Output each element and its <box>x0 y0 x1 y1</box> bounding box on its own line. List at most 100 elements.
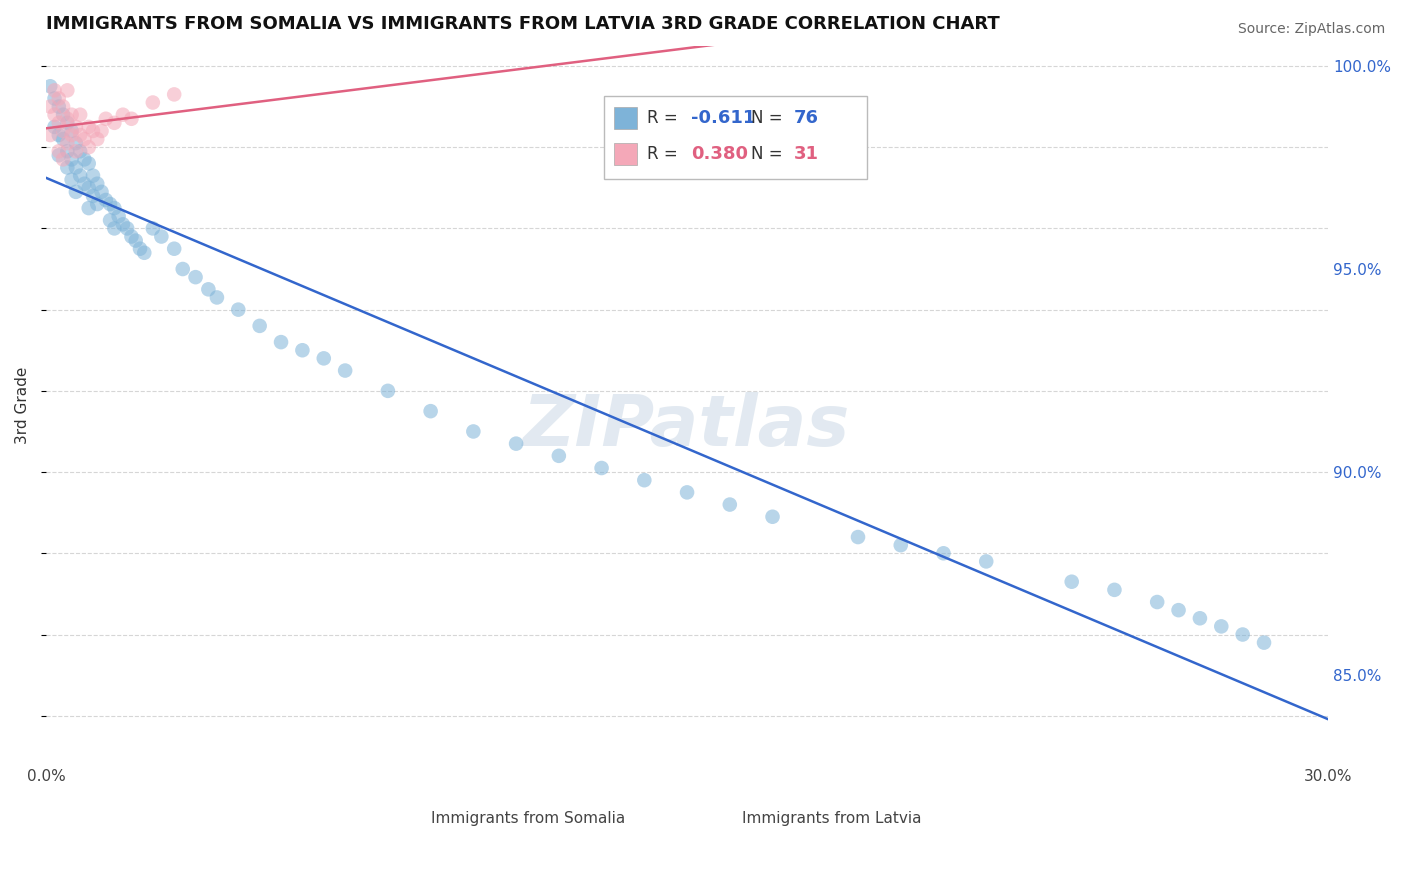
Bar <box>614 144 637 165</box>
Point <box>172 262 194 277</box>
Point <box>39 99 62 113</box>
Point <box>249 318 271 333</box>
Point <box>86 132 108 146</box>
Point <box>56 136 79 150</box>
Point <box>150 229 173 244</box>
Point <box>163 87 186 102</box>
Point <box>39 79 62 94</box>
Point <box>86 197 108 211</box>
Point <box>205 290 228 304</box>
Point <box>73 177 96 191</box>
Point <box>65 185 87 199</box>
Text: 76: 76 <box>793 109 818 128</box>
Point <box>77 156 100 170</box>
Point <box>69 128 91 142</box>
Point <box>52 153 75 167</box>
Point <box>974 554 997 568</box>
Point <box>56 112 79 126</box>
Point <box>65 145 87 159</box>
Point <box>56 116 79 130</box>
Point <box>90 124 112 138</box>
Text: ZIPatlas: ZIPatlas <box>523 392 851 461</box>
Point <box>1232 627 1254 641</box>
Point <box>103 221 125 235</box>
Point <box>312 351 335 366</box>
Point <box>1104 582 1126 597</box>
Point <box>52 108 75 122</box>
Point <box>73 132 96 146</box>
Point <box>60 124 83 138</box>
Point <box>134 245 156 260</box>
Point <box>98 197 121 211</box>
Point <box>932 546 955 560</box>
Point <box>56 83 79 97</box>
Point <box>90 185 112 199</box>
Point <box>39 128 62 142</box>
Point <box>69 145 91 159</box>
Point <box>65 161 87 175</box>
Point <box>197 282 219 296</box>
Point <box>107 209 129 223</box>
Point <box>226 302 249 317</box>
Point <box>77 120 100 134</box>
Point <box>60 108 83 122</box>
Text: R =: R = <box>647 109 683 128</box>
Point <box>44 108 66 122</box>
Point <box>103 116 125 130</box>
Text: Immigrants from Somalia: Immigrants from Somalia <box>430 811 624 826</box>
Point <box>86 177 108 191</box>
Text: 31: 31 <box>793 145 818 163</box>
Point <box>505 436 527 450</box>
Bar <box>706 810 734 831</box>
Point <box>377 384 399 398</box>
Point <box>44 120 66 134</box>
Point <box>111 218 134 232</box>
Point <box>142 95 165 110</box>
Point <box>761 509 783 524</box>
Point <box>77 181 100 195</box>
Point <box>1253 635 1275 649</box>
Point <box>846 530 869 544</box>
Point <box>890 538 912 552</box>
Text: N =: N = <box>751 109 787 128</box>
Bar <box>614 107 637 129</box>
Point <box>103 201 125 215</box>
Point <box>633 473 655 487</box>
Point <box>48 116 70 130</box>
FancyBboxPatch shape <box>603 96 866 178</box>
Point <box>56 161 79 175</box>
Point <box>115 221 138 235</box>
Point <box>73 153 96 167</box>
Point <box>163 242 186 256</box>
Point <box>94 112 117 126</box>
Point <box>98 213 121 227</box>
Text: 0.380: 0.380 <box>690 145 748 163</box>
Bar <box>395 810 423 831</box>
Text: Source: ZipAtlas.com: Source: ZipAtlas.com <box>1237 22 1385 37</box>
Point <box>52 99 75 113</box>
Point <box>291 343 314 358</box>
Point <box>676 485 699 500</box>
Y-axis label: 3rd Grade: 3rd Grade <box>15 367 30 443</box>
Point <box>142 221 165 235</box>
Point <box>77 201 100 215</box>
Point <box>48 91 70 105</box>
Point <box>77 140 100 154</box>
Point <box>125 234 148 248</box>
Point <box>65 120 87 134</box>
Point <box>419 404 441 418</box>
Point <box>1167 603 1189 617</box>
Text: IMMIGRANTS FROM SOMALIA VS IMMIGRANTS FROM LATVIA 3RD GRADE CORRELATION CHART: IMMIGRANTS FROM SOMALIA VS IMMIGRANTS FR… <box>46 15 1000 33</box>
Point <box>1188 611 1211 625</box>
Text: N =: N = <box>751 145 787 163</box>
Point <box>547 449 569 463</box>
Point <box>94 193 117 207</box>
Point <box>69 108 91 122</box>
Point <box>111 108 134 122</box>
Point <box>44 91 66 105</box>
Point <box>270 335 292 350</box>
Point <box>69 169 91 183</box>
Point <box>65 136 87 150</box>
Point <box>48 145 70 159</box>
Text: R =: R = <box>647 145 683 163</box>
